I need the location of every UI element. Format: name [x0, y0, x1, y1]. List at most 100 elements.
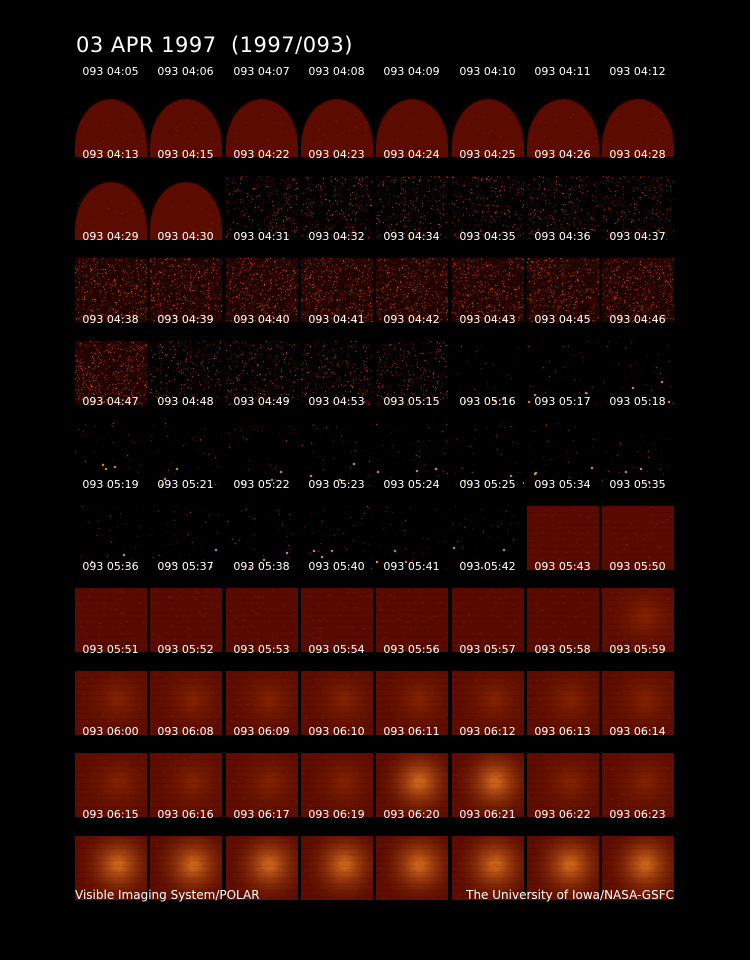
frame-image [75, 588, 147, 652]
frame-timestamp: 093 05:59 [609, 643, 666, 656]
frame-canvas [527, 423, 599, 487]
frame-timestamp: 093 05:19 [82, 478, 139, 491]
frame-image [602, 753, 674, 817]
frame-image [452, 506, 524, 570]
frame-image [527, 836, 599, 900]
frame-image [376, 588, 448, 652]
frame-image [301, 588, 373, 652]
frame-canvas [602, 671, 674, 735]
frame-image [301, 836, 373, 900]
frame-canvas [226, 258, 298, 322]
frame-timestamp: 093 04:47 [82, 395, 139, 408]
frame-image [376, 93, 448, 157]
frame-timestamp: 093 04:05 [82, 65, 139, 78]
frame-timestamp: 093 04:42 [383, 313, 440, 326]
frame-timestamp: 093 05:21 [157, 478, 214, 491]
frame-canvas [376, 176, 448, 240]
frame-timestamp: 093 05:40 [308, 560, 365, 573]
frame-image [301, 671, 373, 735]
frame-image [376, 836, 448, 900]
frame-canvas [150, 836, 222, 900]
frame-canvas [226, 671, 298, 735]
frame-timestamp: 093 04:07 [233, 65, 290, 78]
frame-canvas [376, 836, 448, 900]
frame-canvas [527, 588, 599, 652]
frame-canvas [452, 836, 524, 900]
frame-canvas [150, 258, 222, 322]
frame-image [602, 671, 674, 735]
frame-timestamp: 093 04:25 [459, 148, 516, 161]
frame-image [301, 341, 373, 405]
frame-timestamp: 093 06:13 [534, 725, 591, 738]
frame-canvas [301, 506, 373, 570]
frame-timestamp: 093 05:41 [383, 560, 440, 573]
frame-image [527, 93, 599, 157]
frame-canvas [75, 93, 147, 157]
frame-canvas [226, 506, 298, 570]
frame-image [602, 836, 674, 900]
footer-institution-credit: The University of Iowa/NASA-GSFC [466, 888, 674, 902]
frame-timestamp: 093 05:54 [308, 643, 365, 656]
frame-canvas [301, 176, 373, 240]
frame-timestamp: 093 04:23 [308, 148, 365, 161]
frame-image [452, 836, 524, 900]
frame-image [527, 671, 599, 735]
frame-timestamp: 093 06:22 [534, 808, 591, 821]
frame-canvas [301, 93, 373, 157]
frame-timestamp: 093 05:42 [459, 560, 516, 573]
page-title: 03 APR 1997 (1997/093) [76, 33, 353, 57]
frame-canvas [602, 836, 674, 900]
frame-canvas [75, 506, 147, 570]
frame-canvas [75, 753, 147, 817]
frame-canvas [301, 753, 373, 817]
frame-canvas [75, 176, 147, 240]
frame-canvas [150, 423, 222, 487]
frame-image [527, 753, 599, 817]
frame-timestamp: 093 06:08 [157, 725, 214, 738]
frame-canvas [602, 93, 674, 157]
frame-canvas [226, 93, 298, 157]
frame-timestamp: 093 04:36 [534, 230, 591, 243]
frame-timestamp: 093 04:10 [459, 65, 516, 78]
frame-timestamp: 093 04:22 [233, 148, 290, 161]
frame-canvas [527, 341, 599, 405]
frame-timestamp: 093 04:40 [233, 313, 290, 326]
frame-timestamp: 093 05:35 [609, 478, 666, 491]
frame-timestamp: 093 04:53 [308, 395, 365, 408]
frame-image [75, 753, 147, 817]
frame-canvas [226, 753, 298, 817]
frame-image [301, 506, 373, 570]
frame-timestamp: 093 05:34 [534, 478, 591, 491]
frame-image [452, 176, 524, 240]
frame-canvas [527, 176, 599, 240]
frame-canvas [226, 341, 298, 405]
frame-timestamp: 093 06:16 [157, 808, 214, 821]
frame-canvas [452, 671, 524, 735]
frame-timestamp: 093 04:45 [534, 313, 591, 326]
frame-image [452, 93, 524, 157]
frame-canvas [452, 753, 524, 817]
frame-timestamp: 093 06:10 [308, 725, 365, 738]
frame-canvas [301, 423, 373, 487]
frame-image [452, 671, 524, 735]
frame-image [376, 753, 448, 817]
frame-canvas [602, 341, 674, 405]
frame-canvas [226, 588, 298, 652]
frame-canvas [452, 341, 524, 405]
frame-canvas [301, 341, 373, 405]
frame-image [376, 671, 448, 735]
frame-image [376, 176, 448, 240]
frame-timestamp: 093 06:12 [459, 725, 516, 738]
frame-image [602, 341, 674, 405]
frame-timestamp: 093 04:43 [459, 313, 516, 326]
frame-image [602, 588, 674, 652]
frame-canvas [376, 423, 448, 487]
frame-canvas [602, 176, 674, 240]
frame-canvas [602, 506, 674, 570]
frame-timestamp: 093 05:50 [609, 560, 666, 573]
frame-image [452, 423, 524, 487]
frame-image [527, 506, 599, 570]
frame-image [452, 341, 524, 405]
frame-image [602, 93, 674, 157]
frame-timestamp: 093 05:23 [308, 478, 365, 491]
